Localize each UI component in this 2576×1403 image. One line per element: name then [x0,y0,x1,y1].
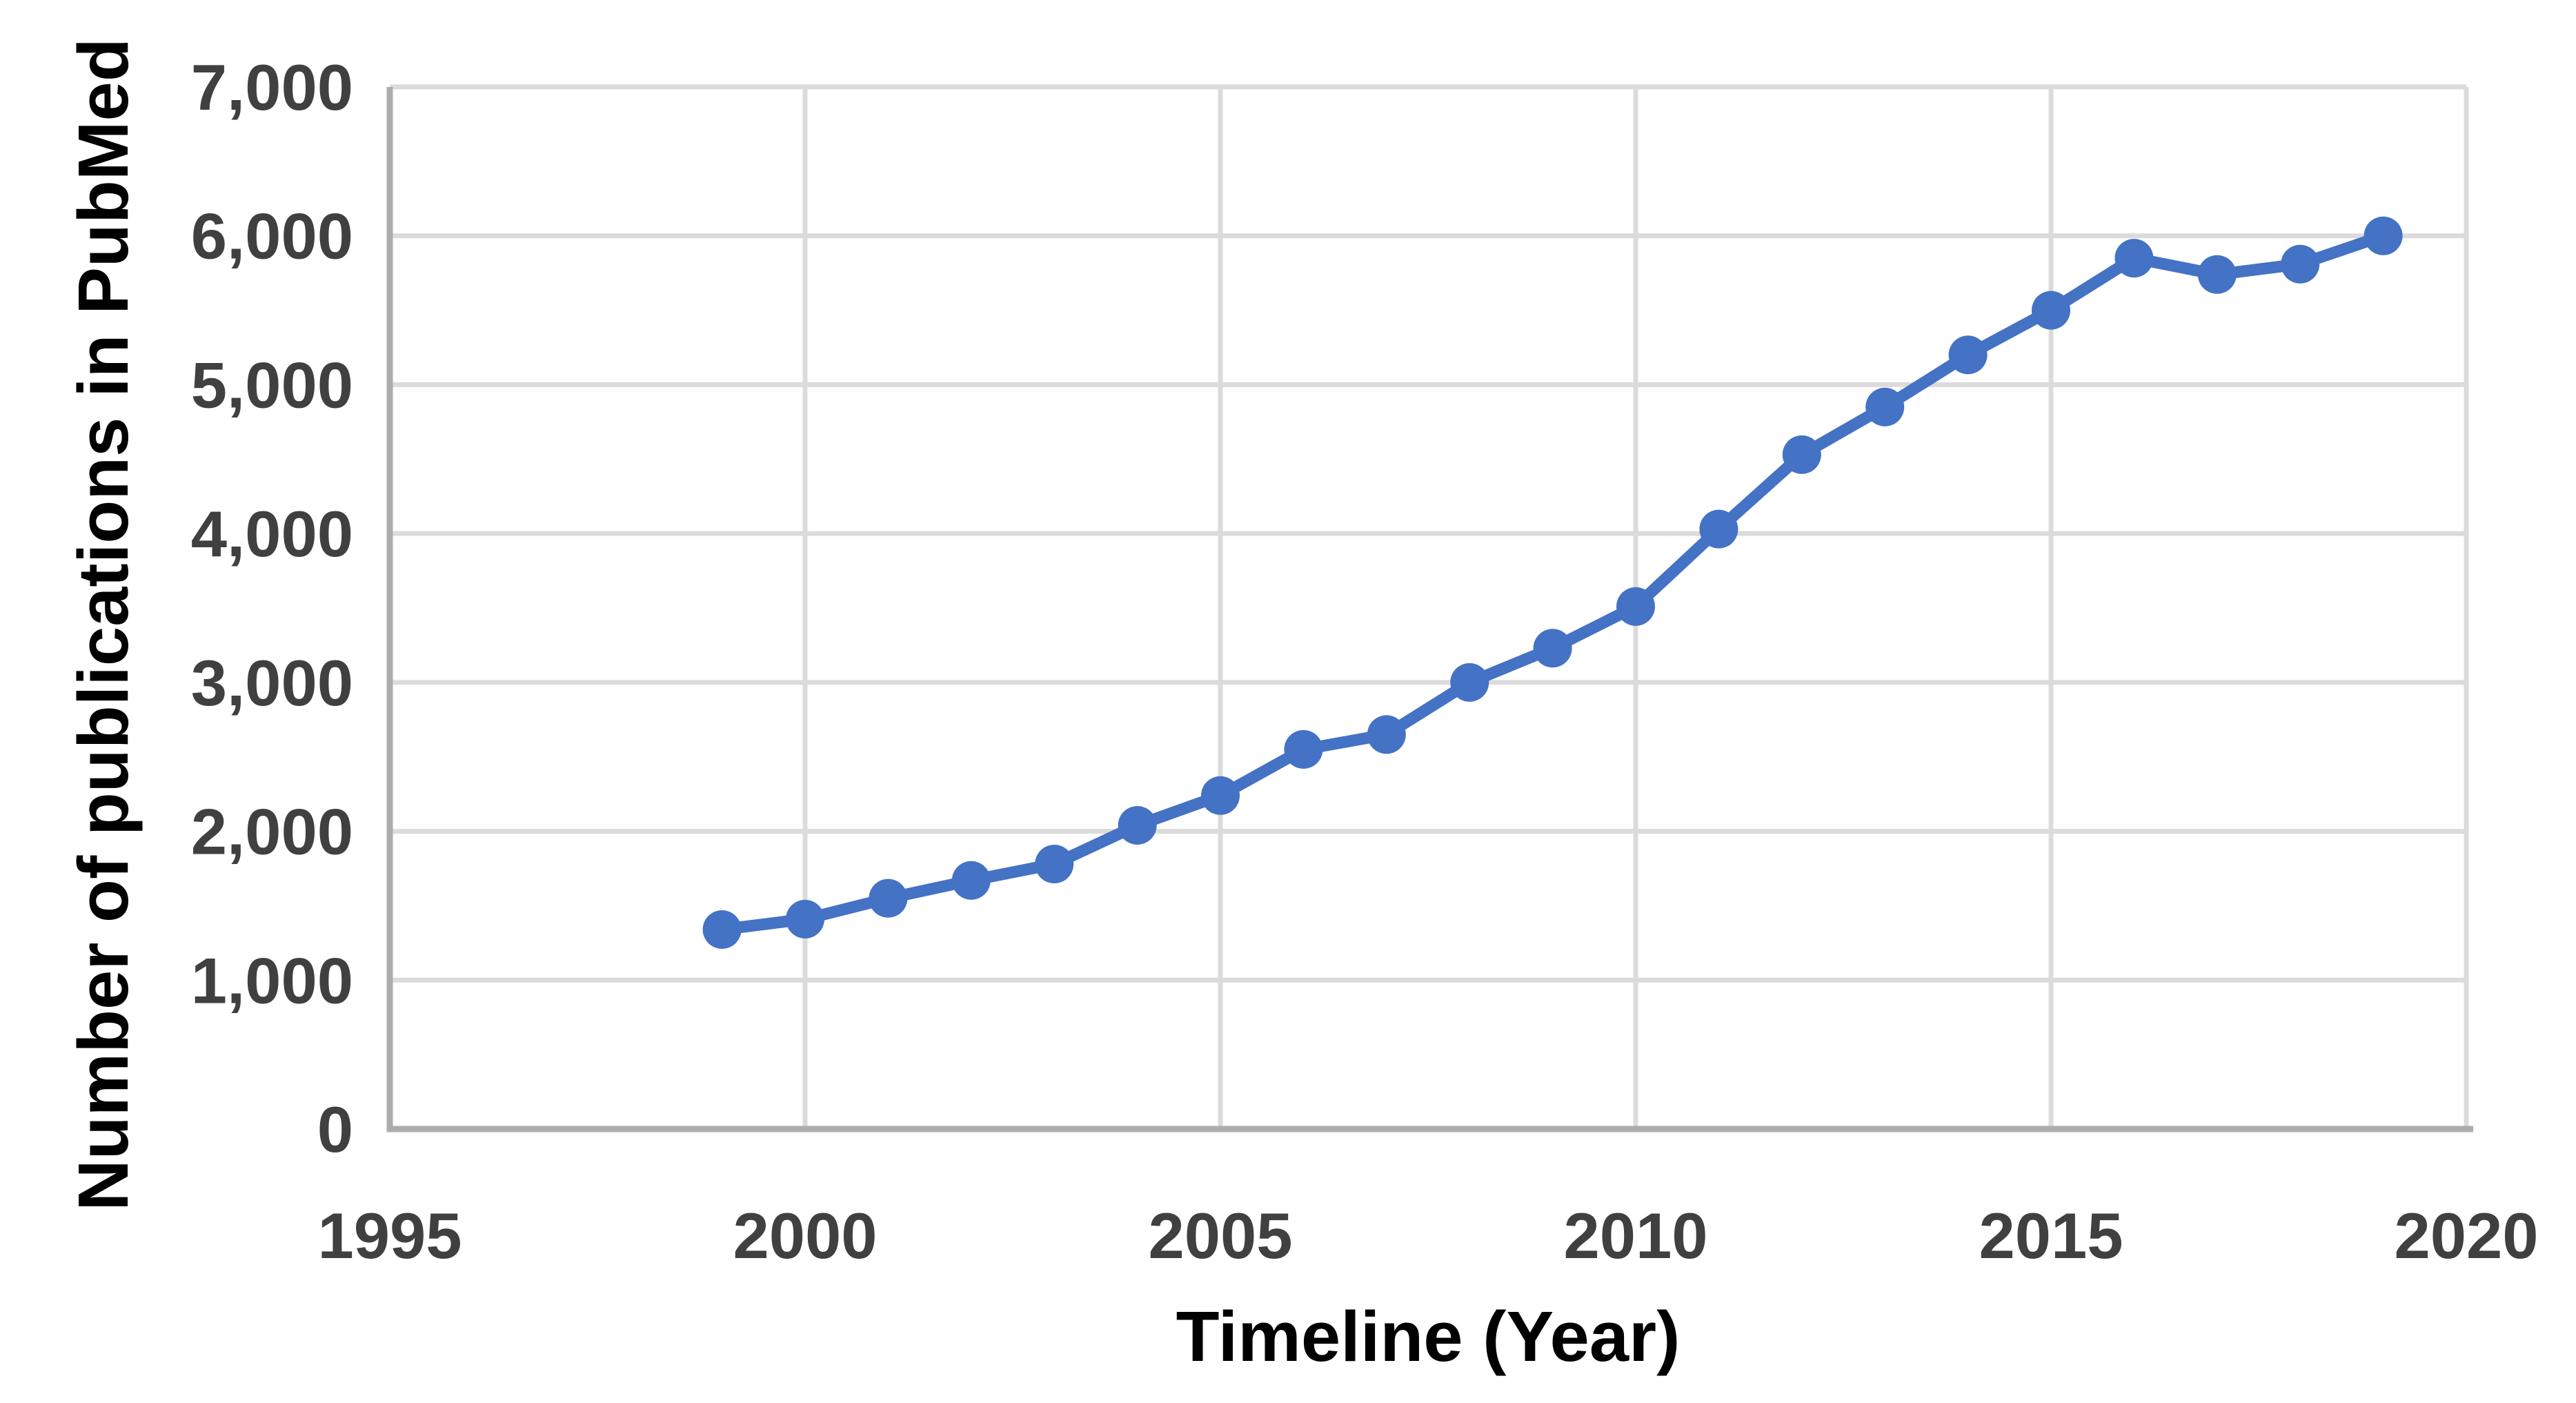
x-tick-label: 2020 [2394,1199,2538,1272]
x-axis-tick-labels: 1995 2000 2005 2010 2015 2020 [317,1199,2538,1272]
data-point [1118,805,1157,845]
y-tick-label: 1,000 [191,944,353,1017]
data-point [2114,239,2154,278]
data-point [1450,663,1489,702]
data-point [2197,255,2237,294]
axis-lines [386,87,2473,1132]
x-tick-label: 2010 [1563,1199,1707,1272]
y-axis-title: Number of publications in PubMed [63,38,143,1211]
y-tick-label: 4,000 [191,498,353,570]
data-point [1533,629,1572,668]
data-point [786,899,824,939]
data-point [1782,435,1821,474]
data-point [869,879,908,918]
data-point [1699,509,1738,549]
x-axis-title: Timeline (Year) [1176,1297,1681,1376]
x-tick-label: 1995 [317,1199,462,1272]
data-point [1367,715,1406,754]
data-point [951,861,991,900]
data-point [702,910,742,949]
data-line [716,230,2390,936]
data-series [702,216,2403,949]
y-tick-label: 3,000 [191,647,353,719]
y-tick-label: 7,000 [191,51,353,124]
y-axis-tick-labels: 0 1,000 2,000 3,000 4,000 5,000 6,000 7,000 [191,51,353,1166]
x-tick-label: 2015 [1979,1199,2123,1272]
data-point [1035,845,1074,884]
data-point [2364,216,2403,255]
y-tick-label: 0 [317,1093,353,1166]
data-point [1284,729,1323,769]
y-tick-label: 2,000 [191,796,353,868]
gridlines [390,84,2469,1129]
data-point [2032,291,2070,330]
y-tick-label: 5,000 [191,349,353,421]
data-point [1865,387,1905,426]
x-tick-label: 2000 [733,1199,877,1272]
x-tick-label: 2005 [1148,1199,1292,1272]
data-point [2281,244,2320,284]
y-tick-label: 6,000 [191,200,353,273]
data-point [1948,335,1988,375]
data-point [1201,776,1240,815]
data-point [1616,587,1655,626]
